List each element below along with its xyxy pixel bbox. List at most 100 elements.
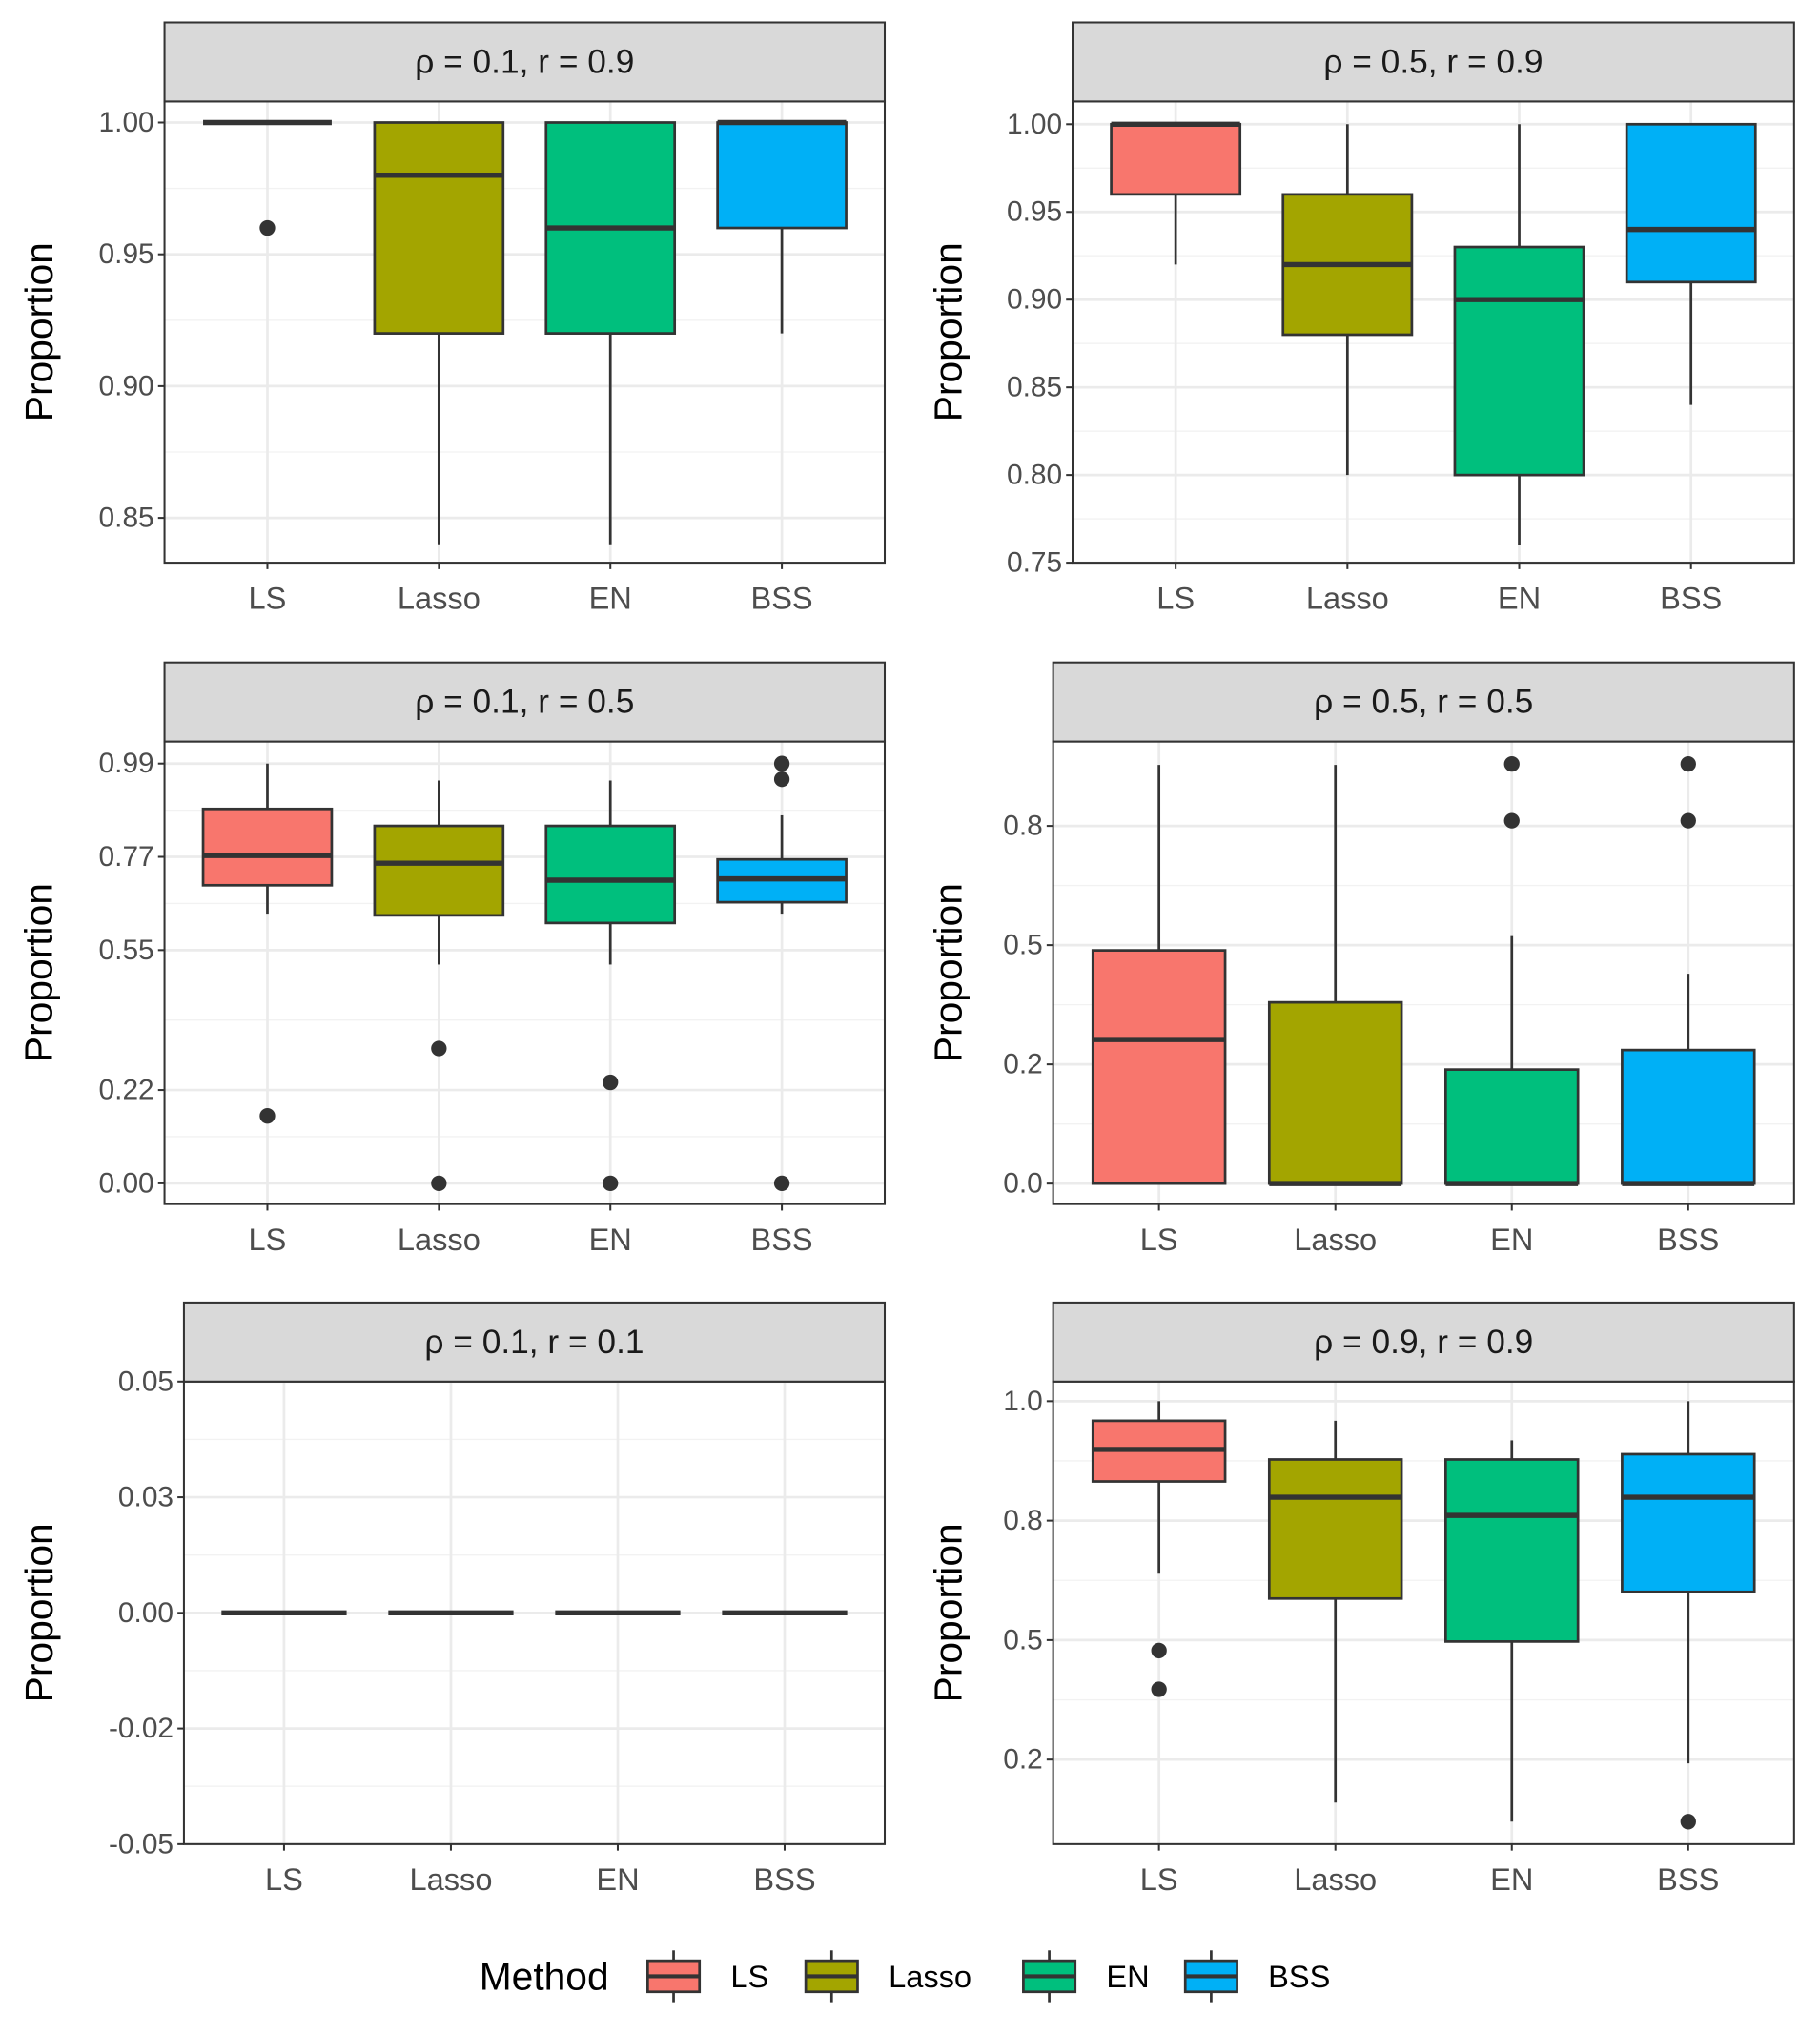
- x-tick-label: LS: [1140, 1861, 1178, 1897]
- x-tick-label: BSS: [750, 1222, 812, 1257]
- x-tick-label: LS: [265, 1861, 303, 1897]
- outlier: [1151, 1642, 1167, 1659]
- y-tick-label: 0.95: [1007, 196, 1062, 228]
- y-axis-title: Proportion: [927, 242, 971, 421]
- strip-title: ρ = 0.1, r = 0.9: [415, 43, 634, 80]
- x-tick-label: BSS: [1660, 580, 1722, 615]
- box: [373, 121, 505, 335]
- x-tick-label: Lasso: [1306, 580, 1389, 615]
- strip: [163, 661, 887, 743]
- y-axis-title: Proportion: [17, 883, 61, 1062]
- strip: [1072, 21, 1795, 103]
- y-tick-label: 0.90: [99, 370, 154, 401]
- strip: [1052, 661, 1795, 743]
- box: [1110, 122, 1242, 196]
- y-tick-label: 0.5: [1003, 930, 1043, 961]
- box: [1091, 949, 1227, 1185]
- y-tick-label: 1.00: [1007, 109, 1062, 140]
- box: [1444, 1068, 1580, 1185]
- box: [716, 121, 848, 230]
- box: [544, 824, 677, 925]
- box: [1267, 1000, 1403, 1185]
- x-tick-label: Lasso: [409, 1861, 492, 1897]
- strip-title: ρ = 0.1, r = 0.5: [415, 684, 634, 721]
- y-tick-label: 0.2: [1003, 1744, 1043, 1776]
- y-tick-label: 0.00: [99, 1167, 154, 1199]
- y-tick-label: 0.8: [1003, 811, 1043, 842]
- strip-title: ρ = 0.5, r = 0.5: [1314, 684, 1533, 721]
- y-tick-label: 0.75: [1007, 547, 1062, 579]
- y-tick-label: 0.22: [99, 1075, 154, 1106]
- y-tick-label: 0.0: [1003, 1168, 1043, 1200]
- outlier: [1680, 755, 1696, 772]
- box: [1621, 1048, 1756, 1185]
- x-tick-label: LS: [1156, 580, 1195, 615]
- outlier: [603, 1074, 619, 1091]
- outlier: [1503, 812, 1520, 829]
- x-tick-label: BSS: [1657, 1222, 1719, 1257]
- outlier: [1151, 1681, 1167, 1697]
- outlier: [1503, 755, 1520, 772]
- outlier: [773, 771, 790, 788]
- y-tick-label: 0.85: [1007, 372, 1062, 403]
- y-axis-title: Proportion: [17, 242, 61, 421]
- strip: [163, 21, 887, 103]
- strip-title: ρ = 0.5, r = 0.9: [1323, 43, 1543, 80]
- legend-label: BSS: [1268, 1959, 1330, 1994]
- outlier: [603, 1175, 619, 1192]
- y-tick-label: 0.8: [1003, 1505, 1043, 1536]
- box: [1444, 1458, 1580, 1643]
- outlier: [773, 1175, 790, 1192]
- x-tick-label: BSS: [753, 1861, 815, 1897]
- y-tick-label: 0.2: [1003, 1049, 1043, 1080]
- x-tick-label: BSS: [750, 580, 812, 615]
- box: [1621, 1452, 1756, 1593]
- legend-label: LS: [730, 1959, 768, 1994]
- legend-label: Lasso: [889, 1959, 971, 1994]
- outlier: [773, 755, 790, 771]
- outlier: [1680, 1814, 1696, 1830]
- legend-title: Method: [480, 1954, 609, 1998]
- y-tick-label: 1.00: [99, 107, 154, 138]
- y-tick-label: 1.0: [1003, 1386, 1043, 1417]
- outlier: [259, 1108, 276, 1124]
- y-tick-label: -0.05: [109, 1828, 174, 1860]
- y-tick-label: 0.95: [99, 238, 154, 270]
- strip-title: ρ = 0.9, r = 0.9: [1314, 1324, 1533, 1361]
- x-tick-label: Lasso: [398, 1222, 481, 1257]
- x-tick-label: EN: [596, 1861, 639, 1897]
- y-axis-title: Proportion: [17, 1523, 61, 1702]
- x-tick-label: Lasso: [1294, 1861, 1377, 1897]
- x-tick-label: EN: [1490, 1861, 1533, 1897]
- x-tick-label: EN: [589, 1222, 632, 1257]
- box: [1453, 245, 1585, 477]
- x-tick-label: LS: [1140, 1222, 1178, 1257]
- x-tick-label: LS: [249, 1222, 287, 1257]
- y-tick-label: 0.90: [1007, 284, 1062, 316]
- y-tick-label: 0.80: [1007, 460, 1062, 491]
- box: [201, 807, 334, 887]
- x-tick-label: EN: [589, 580, 632, 615]
- x-tick-label: EN: [1490, 1222, 1533, 1257]
- x-tick-label: Lasso: [398, 580, 481, 615]
- y-tick-label: 0.77: [99, 841, 154, 873]
- x-tick-label: LS: [249, 580, 287, 615]
- strip: [1052, 1301, 1795, 1383]
- outlier: [259, 219, 276, 236]
- legend-label: EN: [1106, 1959, 1149, 1994]
- outlier: [431, 1040, 447, 1057]
- y-tick-label: 0.55: [99, 935, 154, 966]
- x-tick-label: BSS: [1657, 1861, 1719, 1897]
- y-tick-label: 0.99: [99, 748, 154, 779]
- y-tick-label: 0.03: [118, 1482, 174, 1513]
- y-tick-label: -0.02: [109, 1713, 174, 1744]
- y-tick-label: 0.5: [1003, 1624, 1043, 1655]
- outlier: [431, 1175, 447, 1192]
- x-tick-label: EN: [1498, 580, 1541, 615]
- y-tick-label: 0.05: [118, 1366, 174, 1397]
- box: [373, 824, 505, 917]
- y-tick-label: 0.00: [118, 1597, 174, 1629]
- y-axis-title: Proportion: [927, 1523, 971, 1702]
